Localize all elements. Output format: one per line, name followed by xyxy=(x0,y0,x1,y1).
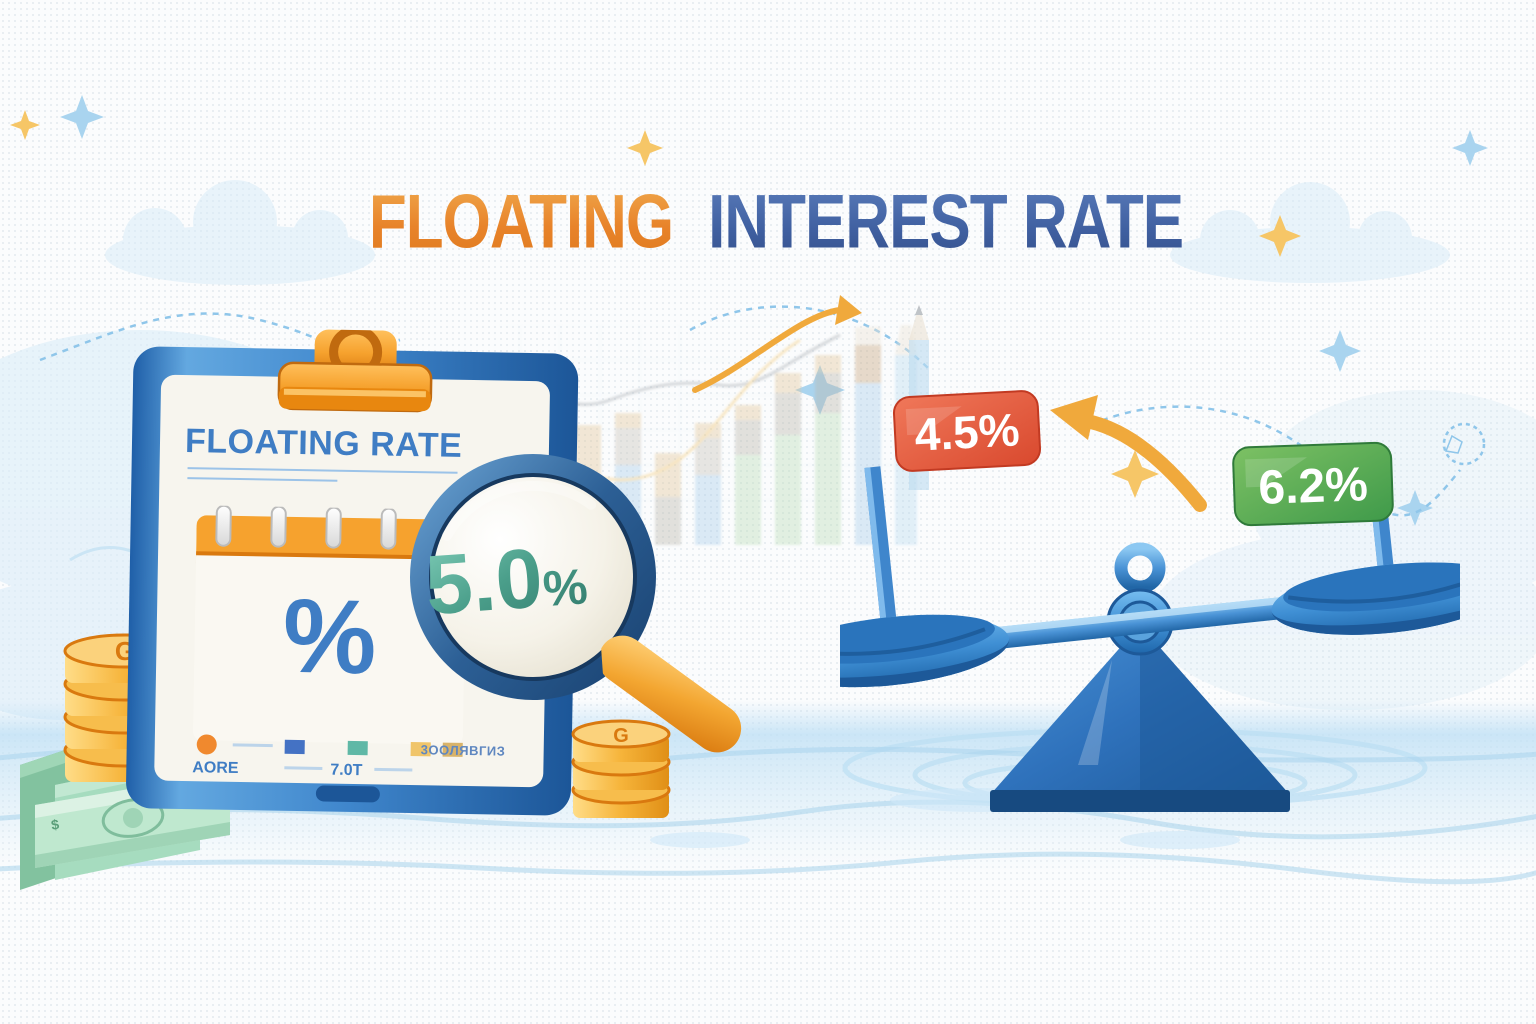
svg-text:%: % xyxy=(282,578,377,697)
svg-text:3OOЛЯВГИЗ: 3OOЛЯВГИЗ xyxy=(421,742,506,758)
svg-text:7.0T: 7.0T xyxy=(330,762,363,780)
svg-text:6.2%: 6.2% xyxy=(1257,458,1368,515)
svg-text:AORE: AORE xyxy=(192,759,239,777)
svg-text:4.5%: 4.5% xyxy=(913,403,1020,460)
